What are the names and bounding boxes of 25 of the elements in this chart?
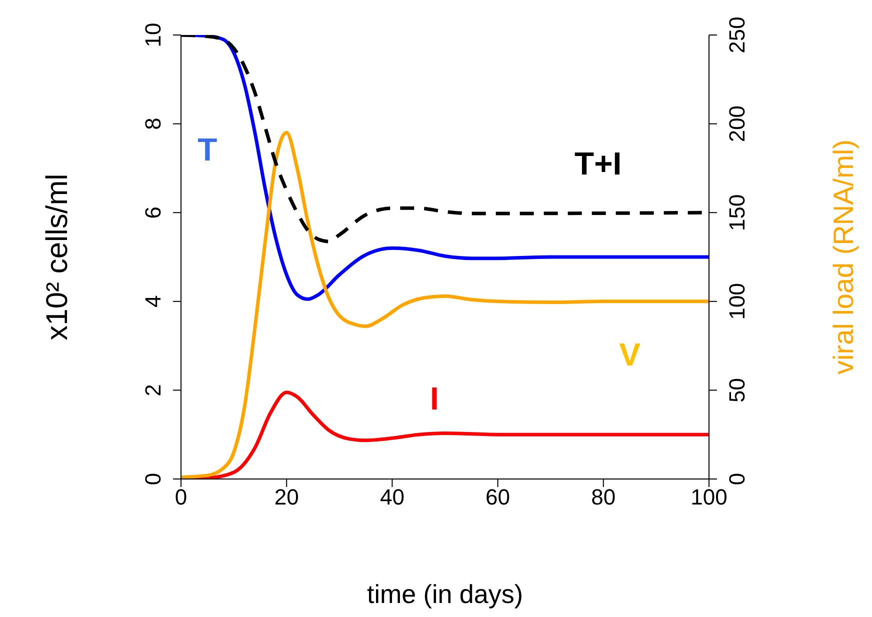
y2-tick-label: 100 (724, 283, 750, 320)
x-tick-label: 40 (380, 484, 404, 510)
x-tick-label: 20 (274, 484, 299, 510)
y2-tick-label: 0 (724, 472, 750, 486)
series-label: T+I (574, 145, 622, 182)
x-tick-label: 100 (690, 484, 728, 510)
y-tick-label: 4 (140, 295, 166, 308)
x-tick-label: 0 (174, 484, 188, 510)
series-label: T (198, 132, 218, 169)
y2-tick-label: 250 (724, 16, 750, 54)
y-tick-label: 10 (140, 22, 166, 48)
y-axis-title: x10² cells/ml (41, 174, 75, 340)
y-tick-label: 0 (140, 472, 166, 486)
y-tick-label: 6 (140, 206, 166, 219)
y2-tick-label: 50 (724, 378, 750, 402)
y2-tick-label: 200 (724, 105, 750, 142)
x-tick-label: 80 (591, 484, 616, 510)
y-tick-label: 2 (140, 384, 166, 396)
series-label: V (619, 336, 640, 374)
x-axis-title: time (in days) (366, 579, 524, 610)
y2-axis-title: viral load (RNA/ml) (828, 140, 860, 374)
series-label: I (430, 380, 439, 418)
y2-tick-label: 150 (724, 194, 750, 231)
y-tick-label: 8 (140, 118, 166, 130)
x-tick-label: 60 (486, 484, 510, 510)
